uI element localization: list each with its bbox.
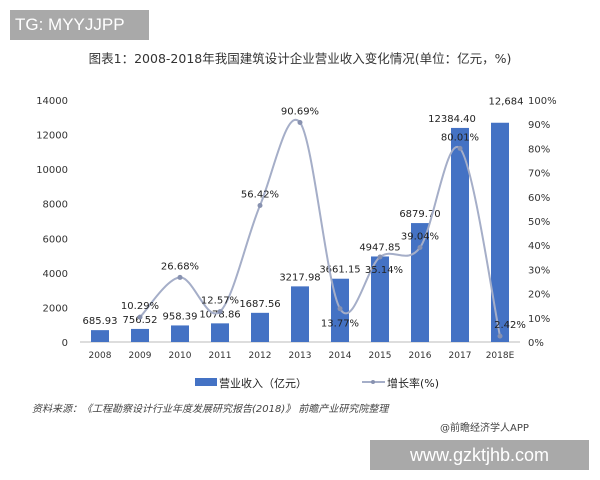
y-left-tick: 6000 [43,234,68,245]
y-right-tick: 40% [528,241,550,252]
y-left-tick: 8000 [43,200,68,211]
bar [491,122,509,342]
bar-label: 958.39 [163,311,198,322]
y-right-tick: 20% [528,290,550,301]
y-right-tick: 100% [528,96,557,107]
y-left-tick: 2000 [43,303,68,314]
x-tick: 2014 [329,351,352,361]
bar-label: 3661.15 [319,265,360,276]
legend-bar-swatch [195,378,217,386]
y-right-tick: 0% [528,338,544,349]
bar-label: 4947.85 [359,242,400,253]
growth-label: 90.69% [281,107,319,118]
x-tick: 2016 [409,351,432,361]
watermark-bottom: www.gzktjhb.com [370,440,589,470]
credit: @前瞻经济学人APP [440,423,529,434]
y-left-tick: 10000 [36,165,68,176]
growth-point [377,254,383,260]
y-right-tick: 50% [528,217,550,228]
bar [91,330,109,342]
growth-label: 56.42% [241,189,279,200]
growth-label: 2.42% [494,320,526,331]
y-left-tick: 4000 [43,269,68,280]
growth-point [137,314,143,320]
growth-label: 12.57% [201,296,239,307]
bar-label: 1687.56 [239,299,280,310]
x-tick: 2013 [289,351,312,361]
x-tick: 2018E [486,351,515,361]
growth-label: 35.14% [365,265,403,276]
growth-point [497,333,503,339]
x-tick: 2009 [129,351,152,361]
growth-point [297,120,303,126]
growth-point [457,145,463,151]
x-tick: 2010 [169,351,192,361]
legend-bar-label: 营业收入（亿元） [219,376,307,390]
bar [251,312,269,342]
growth-point [217,309,223,315]
growth-label: 13.77% [321,319,359,330]
growth-point [177,274,183,280]
watermark-top: TG: MYYJJPP [10,10,149,40]
bar-label: 12,684 [489,97,524,108]
growth-label: 10.29% [121,301,159,312]
source-note: 资料来源：《工程勘察设计行业年度发展研究报告(2018)》 前瞻产业研究院整理 [32,404,389,415]
bar [451,127,469,342]
growth-point [337,306,343,312]
bar [211,323,229,342]
y-right-tick: 10% [528,314,550,325]
bar [291,286,309,342]
x-tick: 2012 [249,351,272,361]
growth-label: 39.04% [401,232,439,243]
bar-label: 685.93 [83,316,118,327]
y-left-tick: 14000 [36,96,68,107]
growth-line [139,118,501,337]
bar-label: 3217.98 [279,272,320,283]
bar-label: 756.52 [123,315,158,326]
bar-label: 12384.40 [428,114,476,125]
x-tick: 2017 [449,351,472,361]
legend-line-label: 增长率(%) [387,376,439,390]
y-right-tick: 30% [528,265,550,276]
y-left-tick: 0 [62,338,68,349]
growth-point [417,245,423,251]
chart-title: 图表1：2008-2018年我国建筑设计企业营业收入变化情况(单位：亿元，%) [88,51,512,66]
x-tick: 2008 [89,351,112,361]
legend-line-marker [371,380,375,384]
bar [171,325,189,342]
growth-label: 26.68% [161,261,199,272]
bar-label: 6879.70 [399,209,440,220]
growth-label: 80.01% [441,132,479,143]
y-left-tick: 12000 [36,131,68,142]
x-tick: 2015 [369,351,392,361]
x-tick: 2011 [209,351,232,361]
y-right-tick: 80% [528,144,550,155]
growth-point [257,202,263,208]
bar [131,328,149,342]
bar [371,256,389,342]
y-right-tick: 70% [528,169,550,180]
bar-label: 1078.86 [199,309,240,320]
y-right-tick: 90% [528,120,550,131]
y-right-tick: 60% [528,193,550,204]
